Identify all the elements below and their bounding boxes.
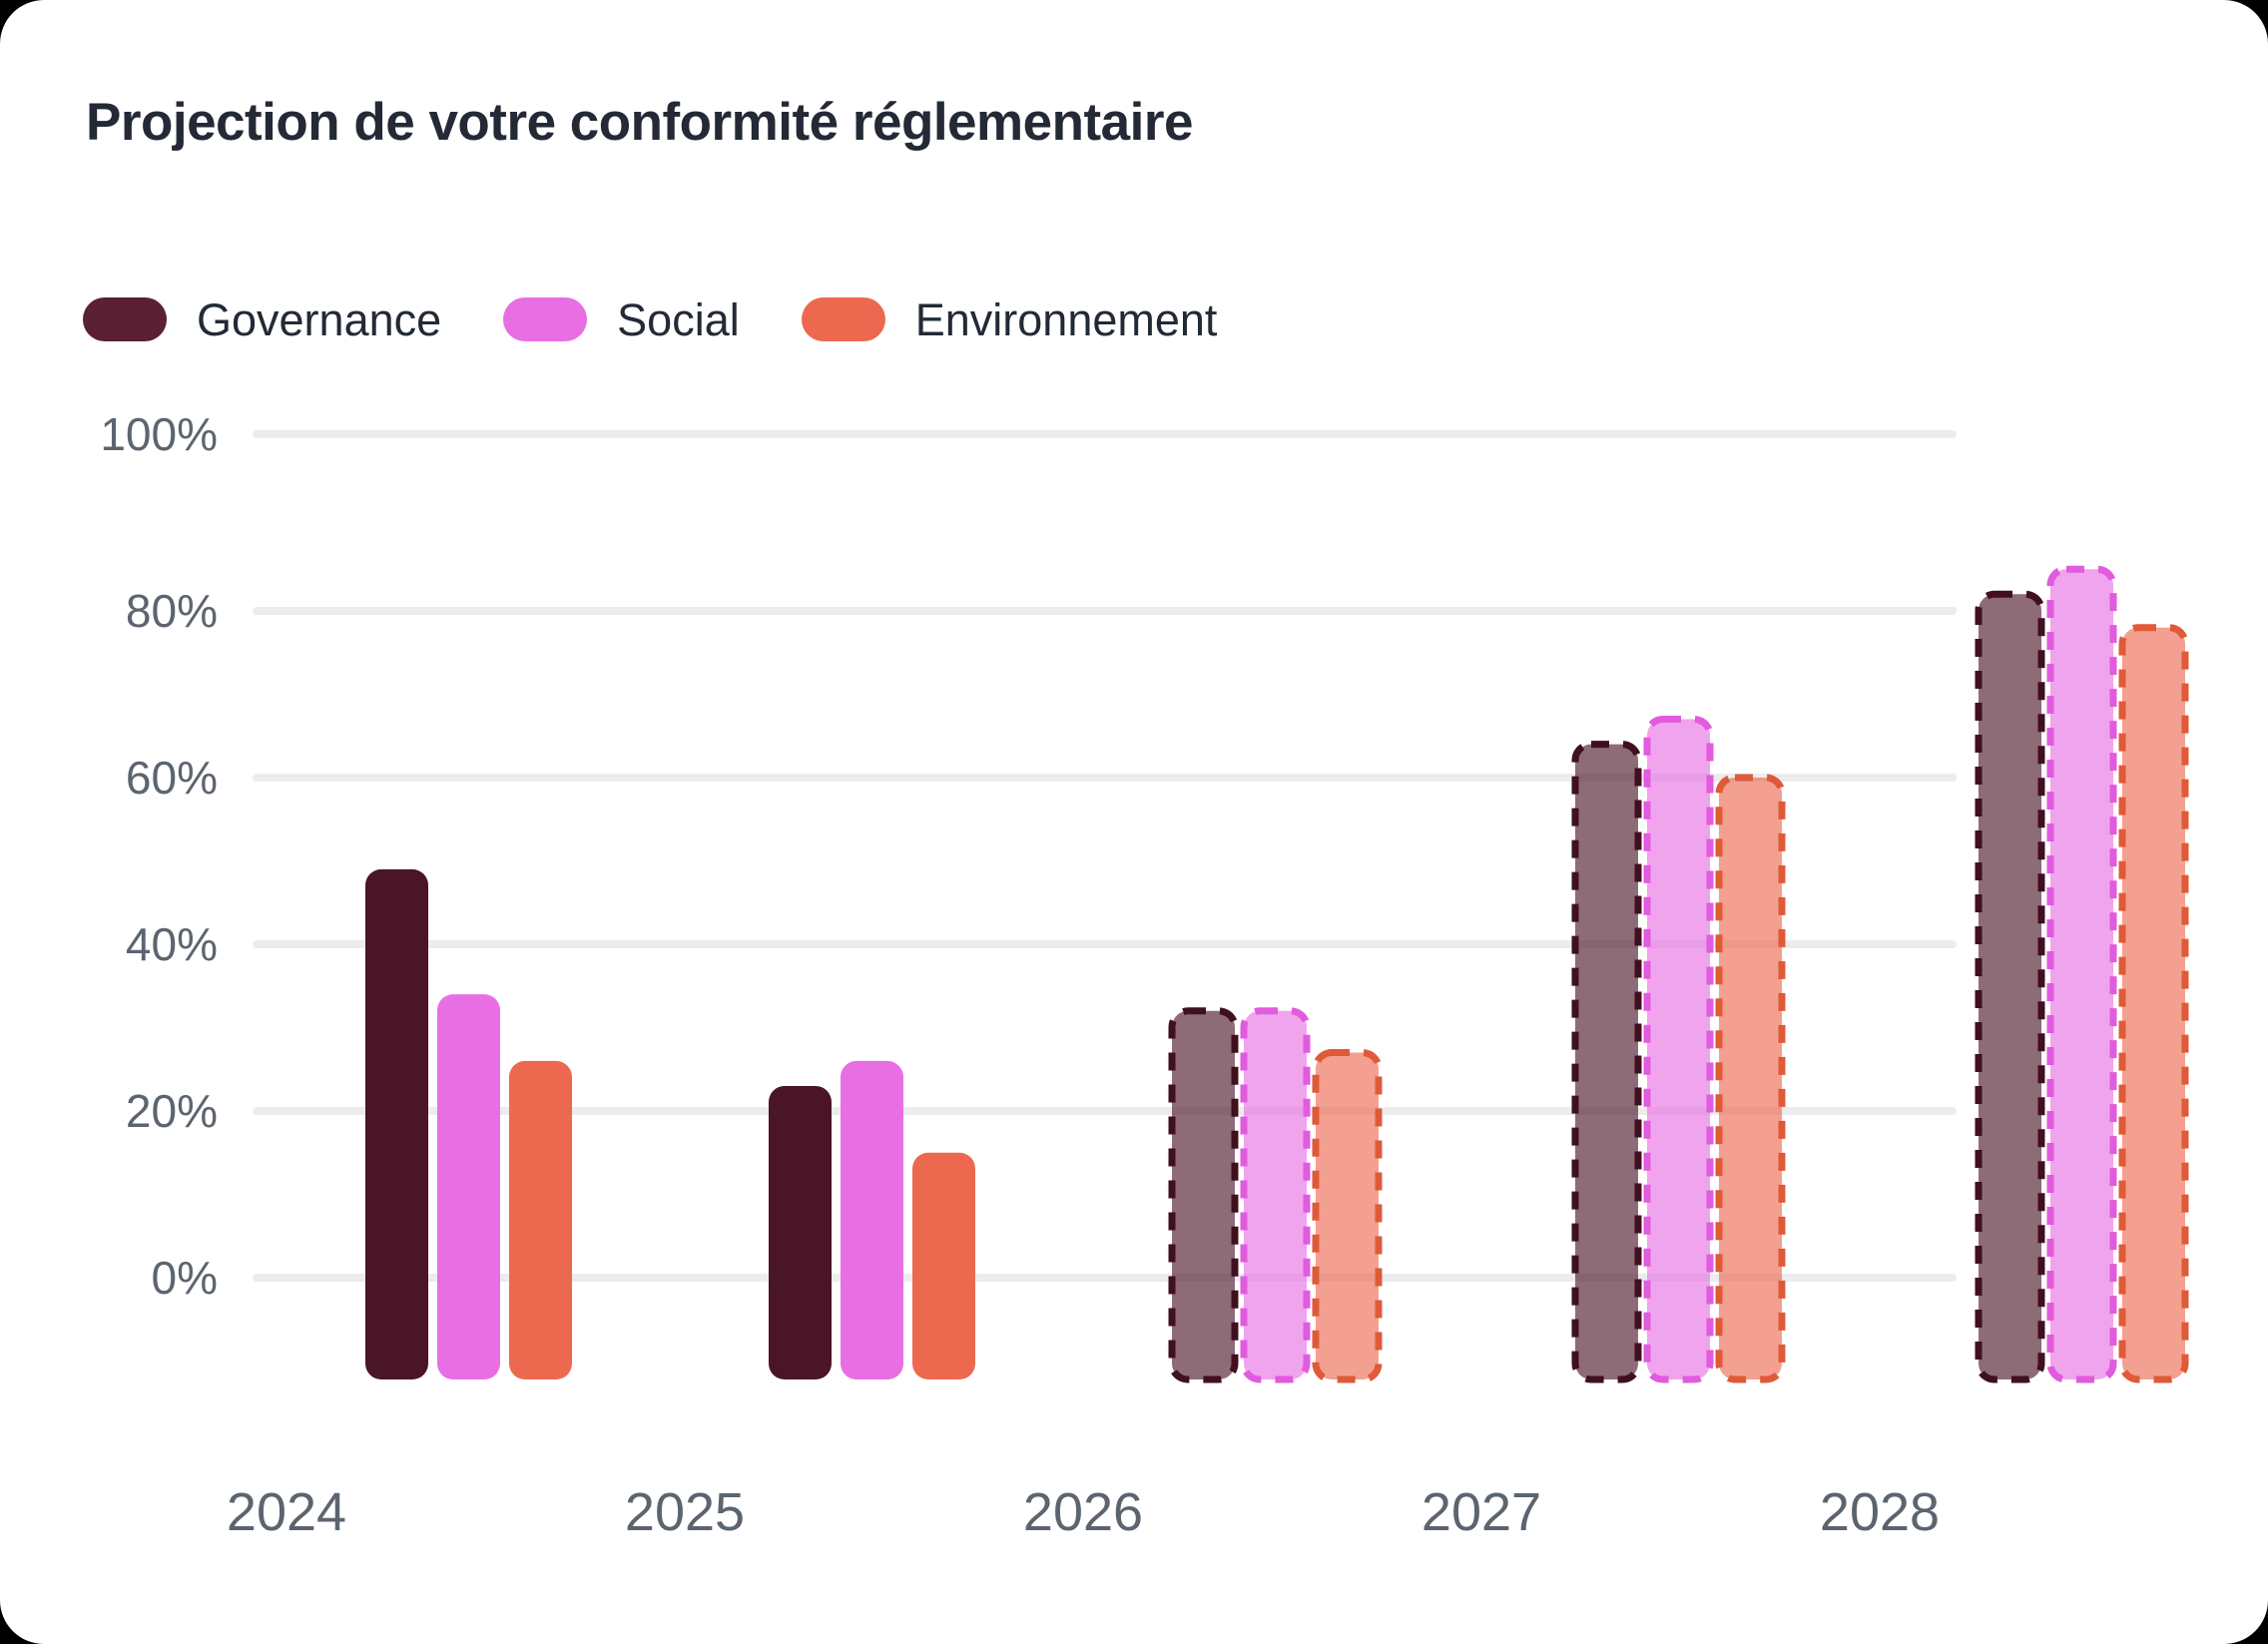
x-axis-label-2025: 2025 [625,1482,745,1542]
legend-item-governance: Governance [83,297,441,342]
legend-label-governance: Governance [197,293,442,345]
y-axis-label-100: 100% [100,408,218,460]
bar-2024-environnement [509,1060,572,1379]
chart-title: Projection de votre conformité réglement… [86,93,1193,152]
bar-2025-governance [769,1085,832,1379]
chart-legend: Governance Social Environnement [83,295,1217,343]
bar-2027-governance [1571,741,1642,1383]
bar-2027-environnement [1715,774,1786,1383]
bar-2024-social [437,994,500,1379]
bar-2026-environnement [1312,1049,1383,1383]
y-axis-label-60: 60% [126,752,218,804]
y-axis-label-0: 0% [152,1252,218,1304]
y-axis-label-80: 80% [126,585,218,637]
bar-2028-governance [1975,590,2045,1383]
social-swatch-icon [503,297,588,341]
bar-2025-social [841,1060,903,1379]
y-axis-label-40: 40% [126,918,218,970]
bar-2026-governance [1168,1007,1239,1383]
legend-item-environnement: Environnement [801,293,1218,345]
bar-2028-environnement [2118,624,2189,1383]
x-axis-label-2024: 2024 [227,1482,346,1542]
x-axis-label-2027: 2027 [1421,1482,1541,1542]
x-axis-label-2028: 2028 [1820,1482,1940,1542]
legend-item-social: Social [503,297,740,342]
y-axis-label-20: 20% [126,1085,218,1137]
bar-2025-environnement [912,1152,975,1379]
legend-label-social: Social [617,293,740,345]
governance-swatch-icon [83,297,167,341]
bar-2024-governance [365,868,428,1379]
x-axis-label-2026: 2026 [1023,1482,1143,1542]
bar-2028-social [2046,565,2117,1383]
environnement-swatch-icon [801,297,885,341]
legend-label-environnement: Environnement [914,293,1218,345]
bar-2026-social [1240,1007,1311,1383]
bar-2027-social [1643,716,1714,1383]
